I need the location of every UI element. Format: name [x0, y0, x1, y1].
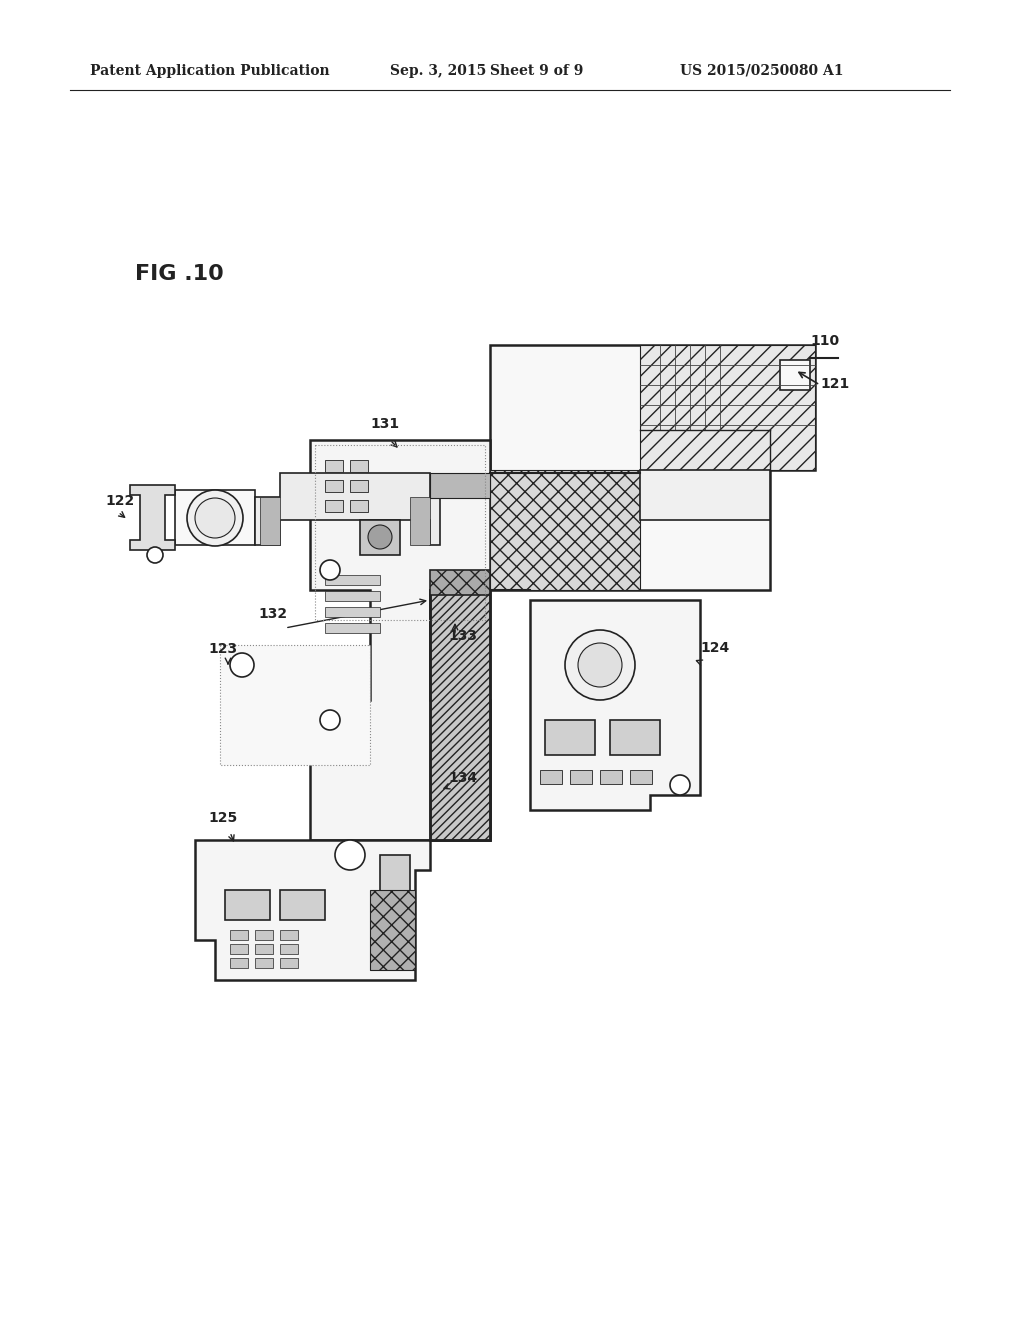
Circle shape: [319, 710, 340, 730]
Text: Patent Application Publication: Patent Application Publication: [90, 63, 330, 78]
Circle shape: [195, 498, 234, 539]
Bar: [230, 958, 248, 968]
Circle shape: [230, 653, 254, 677]
Polygon shape: [195, 840, 430, 979]
Bar: [230, 931, 248, 940]
Bar: [640, 470, 770, 520]
Text: 124: 124: [700, 642, 729, 655]
Bar: [325, 480, 343, 492]
Bar: [225, 890, 270, 920]
Circle shape: [578, 643, 622, 686]
Bar: [545, 719, 595, 755]
Polygon shape: [130, 484, 175, 550]
Polygon shape: [430, 590, 490, 840]
Bar: [280, 931, 298, 940]
Text: 122: 122: [105, 494, 134, 508]
Circle shape: [565, 630, 635, 700]
Bar: [370, 890, 415, 970]
Bar: [175, 490, 255, 545]
Circle shape: [319, 560, 340, 579]
Bar: [630, 770, 652, 784]
Polygon shape: [530, 601, 700, 810]
Bar: [640, 345, 815, 470]
Text: 131: 131: [370, 417, 399, 432]
Text: Sheet 9 of 9: Sheet 9 of 9: [490, 63, 584, 78]
Text: Sep. 3, 2015: Sep. 3, 2015: [390, 63, 486, 78]
Bar: [325, 607, 380, 616]
Text: US 2015/0250080 A1: US 2015/0250080 A1: [680, 63, 844, 78]
Text: 110: 110: [810, 334, 839, 348]
Text: 133: 133: [449, 630, 477, 643]
Bar: [570, 770, 592, 784]
Bar: [260, 498, 280, 545]
Bar: [430, 473, 490, 498]
Bar: [325, 623, 380, 634]
Bar: [360, 520, 400, 554]
Bar: [610, 719, 660, 755]
Bar: [780, 360, 810, 389]
Polygon shape: [490, 345, 815, 590]
Circle shape: [187, 490, 243, 546]
Polygon shape: [255, 473, 440, 545]
Bar: [410, 498, 430, 545]
Bar: [315, 445, 485, 620]
Bar: [600, 770, 622, 784]
Circle shape: [670, 775, 690, 795]
Bar: [255, 931, 273, 940]
Bar: [325, 500, 343, 512]
Bar: [540, 770, 562, 784]
Bar: [325, 576, 380, 585]
Bar: [280, 944, 298, 954]
Bar: [350, 500, 368, 512]
Text: 134: 134: [449, 771, 477, 785]
Bar: [280, 958, 298, 968]
Bar: [280, 890, 325, 920]
Bar: [380, 855, 410, 906]
Text: 121: 121: [820, 378, 849, 391]
Bar: [430, 570, 490, 595]
Bar: [430, 590, 490, 840]
Circle shape: [335, 840, 365, 870]
Text: FIG .10: FIG .10: [135, 264, 224, 284]
Bar: [230, 944, 248, 954]
Bar: [490, 470, 640, 590]
Text: 123: 123: [208, 642, 238, 656]
Bar: [350, 459, 368, 473]
Bar: [350, 480, 368, 492]
Bar: [255, 944, 273, 954]
Text: 125: 125: [208, 810, 238, 825]
Bar: [255, 958, 273, 968]
Circle shape: [368, 525, 392, 549]
Bar: [325, 591, 380, 601]
Bar: [325, 459, 343, 473]
Bar: [220, 645, 370, 766]
Polygon shape: [310, 440, 490, 840]
Text: 132: 132: [258, 607, 287, 620]
Circle shape: [147, 546, 163, 564]
